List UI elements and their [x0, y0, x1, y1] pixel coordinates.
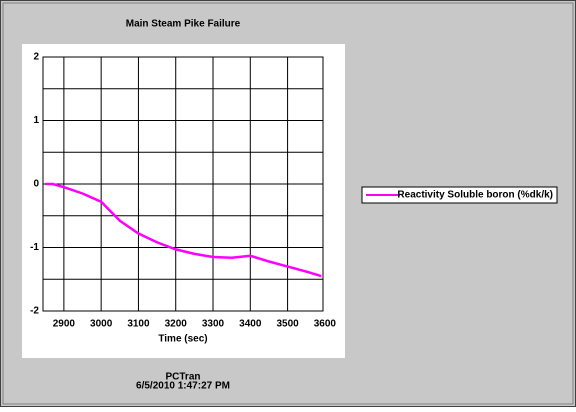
x-tick-label: 3200 [165, 319, 188, 330]
plot-panel [22, 44, 345, 358]
x-tick-label: 3000 [90, 319, 113, 330]
y-tick-label: -1 [30, 242, 39, 253]
y-tick-label: -2 [30, 306, 39, 317]
footer: 6/5/2010 1:47:27 PM [136, 381, 230, 392]
y-tick-label: 2 [33, 52, 39, 63]
x-tick-label: 3400 [239, 319, 262, 330]
x-tick-label: 3300 [202, 319, 225, 330]
legend-box [361, 186, 558, 204]
x-tick-label: 2900 [53, 319, 76, 330]
x-tick-label: 3500 [276, 319, 299, 330]
plot-border [42, 56, 324, 312]
x-tick-label: 3600 [314, 319, 337, 330]
inner-frame [2, 2, 574, 405]
footer: PCTran [165, 372, 200, 383]
legend-label: Reactivity Soluble boron (%dk/k) [397, 190, 553, 201]
x-axis-title: Time (sec) [158, 334, 207, 345]
y-tick-label: 1 [33, 115, 39, 126]
data-line [45, 182, 322, 278]
x-tick-label: 3100 [127, 319, 150, 330]
y-tick-label: 0 [33, 179, 39, 190]
chart-title: Main Steam Pike Failure [126, 19, 241, 30]
